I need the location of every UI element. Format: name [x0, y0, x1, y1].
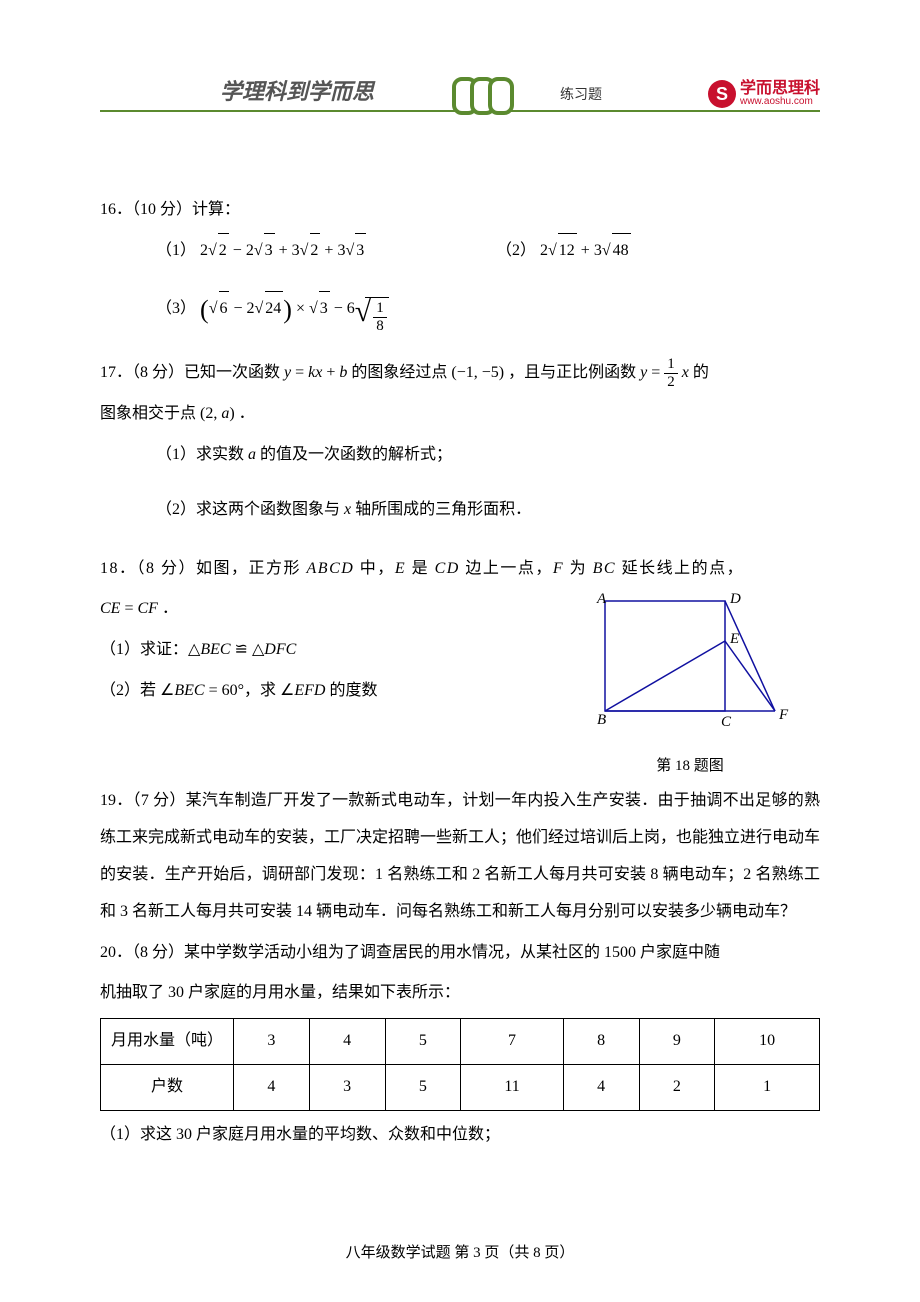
table-cell: 3 [234, 1019, 310, 1065]
q18-line2: CE = CF ． [100, 591, 560, 628]
q17-part2: （2）求这两个函数图象与 x 轴所围成的三角形面积． [100, 492, 820, 529]
q16-row1: （1） 2√2 − 2√3 + 3√2 + 3√3 （2） 2√12 + 3√4… [100, 233, 820, 270]
header-bar: 学理科到学而思 练习题 S 学而思理科 www.aoshu.com [100, 60, 820, 112]
q16-part3-label: （3） [156, 300, 196, 317]
row2-head: 户数 [101, 1065, 234, 1111]
logo-circle-icon: S [708, 80, 736, 108]
svg-text:F: F [778, 707, 789, 723]
q20-line2: 机抽取了 30 户家庭的月用水量，结果如下表所示： [100, 975, 820, 1012]
q18-line1: 18．（8 分）如图，正方形 ABCD 中，E 是 CD 边上一点，F 为 BC… [100, 551, 820, 588]
q17-part1: （1）求实数 a 的值及一次函数的解析式； [100, 437, 820, 474]
svg-text:D: D [729, 591, 741, 607]
q17-func1: y = kx + b [284, 364, 347, 381]
content-area: 16．（10 分）计算： （1） 2√2 − 2√3 + 3√2 + 3√3 （… [100, 122, 820, 1154]
table-cell: 11 [461, 1065, 563, 1111]
q18-caption: 第 18 题图 [560, 749, 820, 784]
q16-part3-expr: (√6 − 2√24) × √3 − 6√18 [200, 300, 389, 317]
q20-part1: （1）求这 30 户家庭月用水量的平均数、众数和中位数； [100, 1117, 820, 1154]
q16-row2: （3） (√6 − 2√24) × √3 − 6√18 [100, 280, 820, 340]
q17-line1-d: 的 [693, 364, 709, 381]
q20-line1: 20．（8 分）某中学数学活动小组为了调查居民的用水情况，从某社区的 1500 … [100, 935, 820, 972]
q16-heading: 16．（10 分）计算： [100, 192, 820, 229]
q18-svg-icon: A D B C E F [575, 591, 805, 731]
q17-line1-a: 17．（8 分）已知一次函数 [100, 364, 284, 381]
table-cell: 2 [639, 1065, 715, 1111]
table-row: 月用水量（吨） 3 4 5 7 8 9 10 [101, 1019, 820, 1065]
q17-line1-c: ，且与正比例函数 [508, 364, 640, 381]
header-rings [452, 84, 527, 110]
q17-point2: (2, a) [200, 405, 235, 422]
q16-part1-label: （1） [156, 242, 196, 259]
table-cell: 7 [461, 1019, 563, 1065]
q16-part2-expr: 2√12 + 3√48 [540, 242, 631, 259]
header-title: 学理科到学而思 [220, 74, 374, 106]
table-cell: 4 [234, 1065, 310, 1111]
page-footer: 八年级数学试题 第 3 页（共 8 页） [0, 1241, 920, 1262]
q16-part1-expr: 2√2 − 2√3 + 3√2 + 3√3 [200, 242, 366, 259]
q18-figure: A D B C E F 第 18 题图 [560, 591, 820, 783]
q18-part2: （2）若 ∠BEC = 60°，求 ∠EFD 的度数 [100, 673, 560, 710]
logo-text-sub: www.aoshu.com [740, 97, 820, 107]
table-row: 户数 4 3 5 11 4 2 1 [101, 1065, 820, 1111]
header-logo: S 学而思理科 www.aoshu.com [708, 80, 820, 108]
table-cell: 8 [563, 1019, 639, 1065]
table-cell: 1 [715, 1065, 820, 1111]
q18-part1: （1）求证：△BEC ≌ △DFC [100, 632, 560, 669]
svg-text:E: E [729, 631, 739, 647]
header-subtitle: 练习题 [560, 84, 602, 104]
q18-figure-row: CE = CF ． （1）求证：△BEC ≌ △DFC （2）若 ∠BEC = … [100, 591, 820, 783]
table-cell: 4 [563, 1065, 639, 1111]
table-cell: 5 [385, 1065, 461, 1111]
q17-line1-b: 的图象经过点 [351, 364, 451, 381]
q17-line2: 图象相交于点 (2, a) ． [100, 396, 820, 433]
q19-text: 19．（7 分）某汽车制造厂开发了一款新式电动车，计划一年内投入生产安装．由于抽… [100, 783, 820, 930]
table-cell: 10 [715, 1019, 820, 1065]
q16-part2-label: （2） [496, 242, 536, 259]
q17-func2: y = 12 x [640, 364, 689, 381]
q17-line1: 17．（8 分）已知一次函数 y = kx + b 的图象经过点 (−1, −5… [100, 355, 820, 392]
page: 学理科到学而思 练习题 S 学而思理科 www.aoshu.com 16．（10… [0, 0, 920, 1302]
table-cell: 4 [309, 1019, 385, 1065]
table-cell: 3 [309, 1065, 385, 1111]
svg-text:A: A [596, 591, 607, 607]
q17-line2-end: ． [239, 405, 255, 422]
row1-head: 月用水量（吨） [101, 1019, 234, 1065]
q17-point1: (−1, −5) [451, 364, 504, 381]
q17-line2-a: 图象相交于点 [100, 405, 200, 422]
logo-text-main: 学而思理科 [740, 81, 820, 97]
svg-text:B: B [597, 712, 606, 728]
svg-text:C: C [721, 714, 732, 730]
table-cell: 9 [639, 1019, 715, 1065]
table-cell: 5 [385, 1019, 461, 1065]
q20-table: 月用水量（吨） 3 4 5 7 8 9 10 户数 4 3 5 11 4 2 1 [100, 1018, 820, 1111]
